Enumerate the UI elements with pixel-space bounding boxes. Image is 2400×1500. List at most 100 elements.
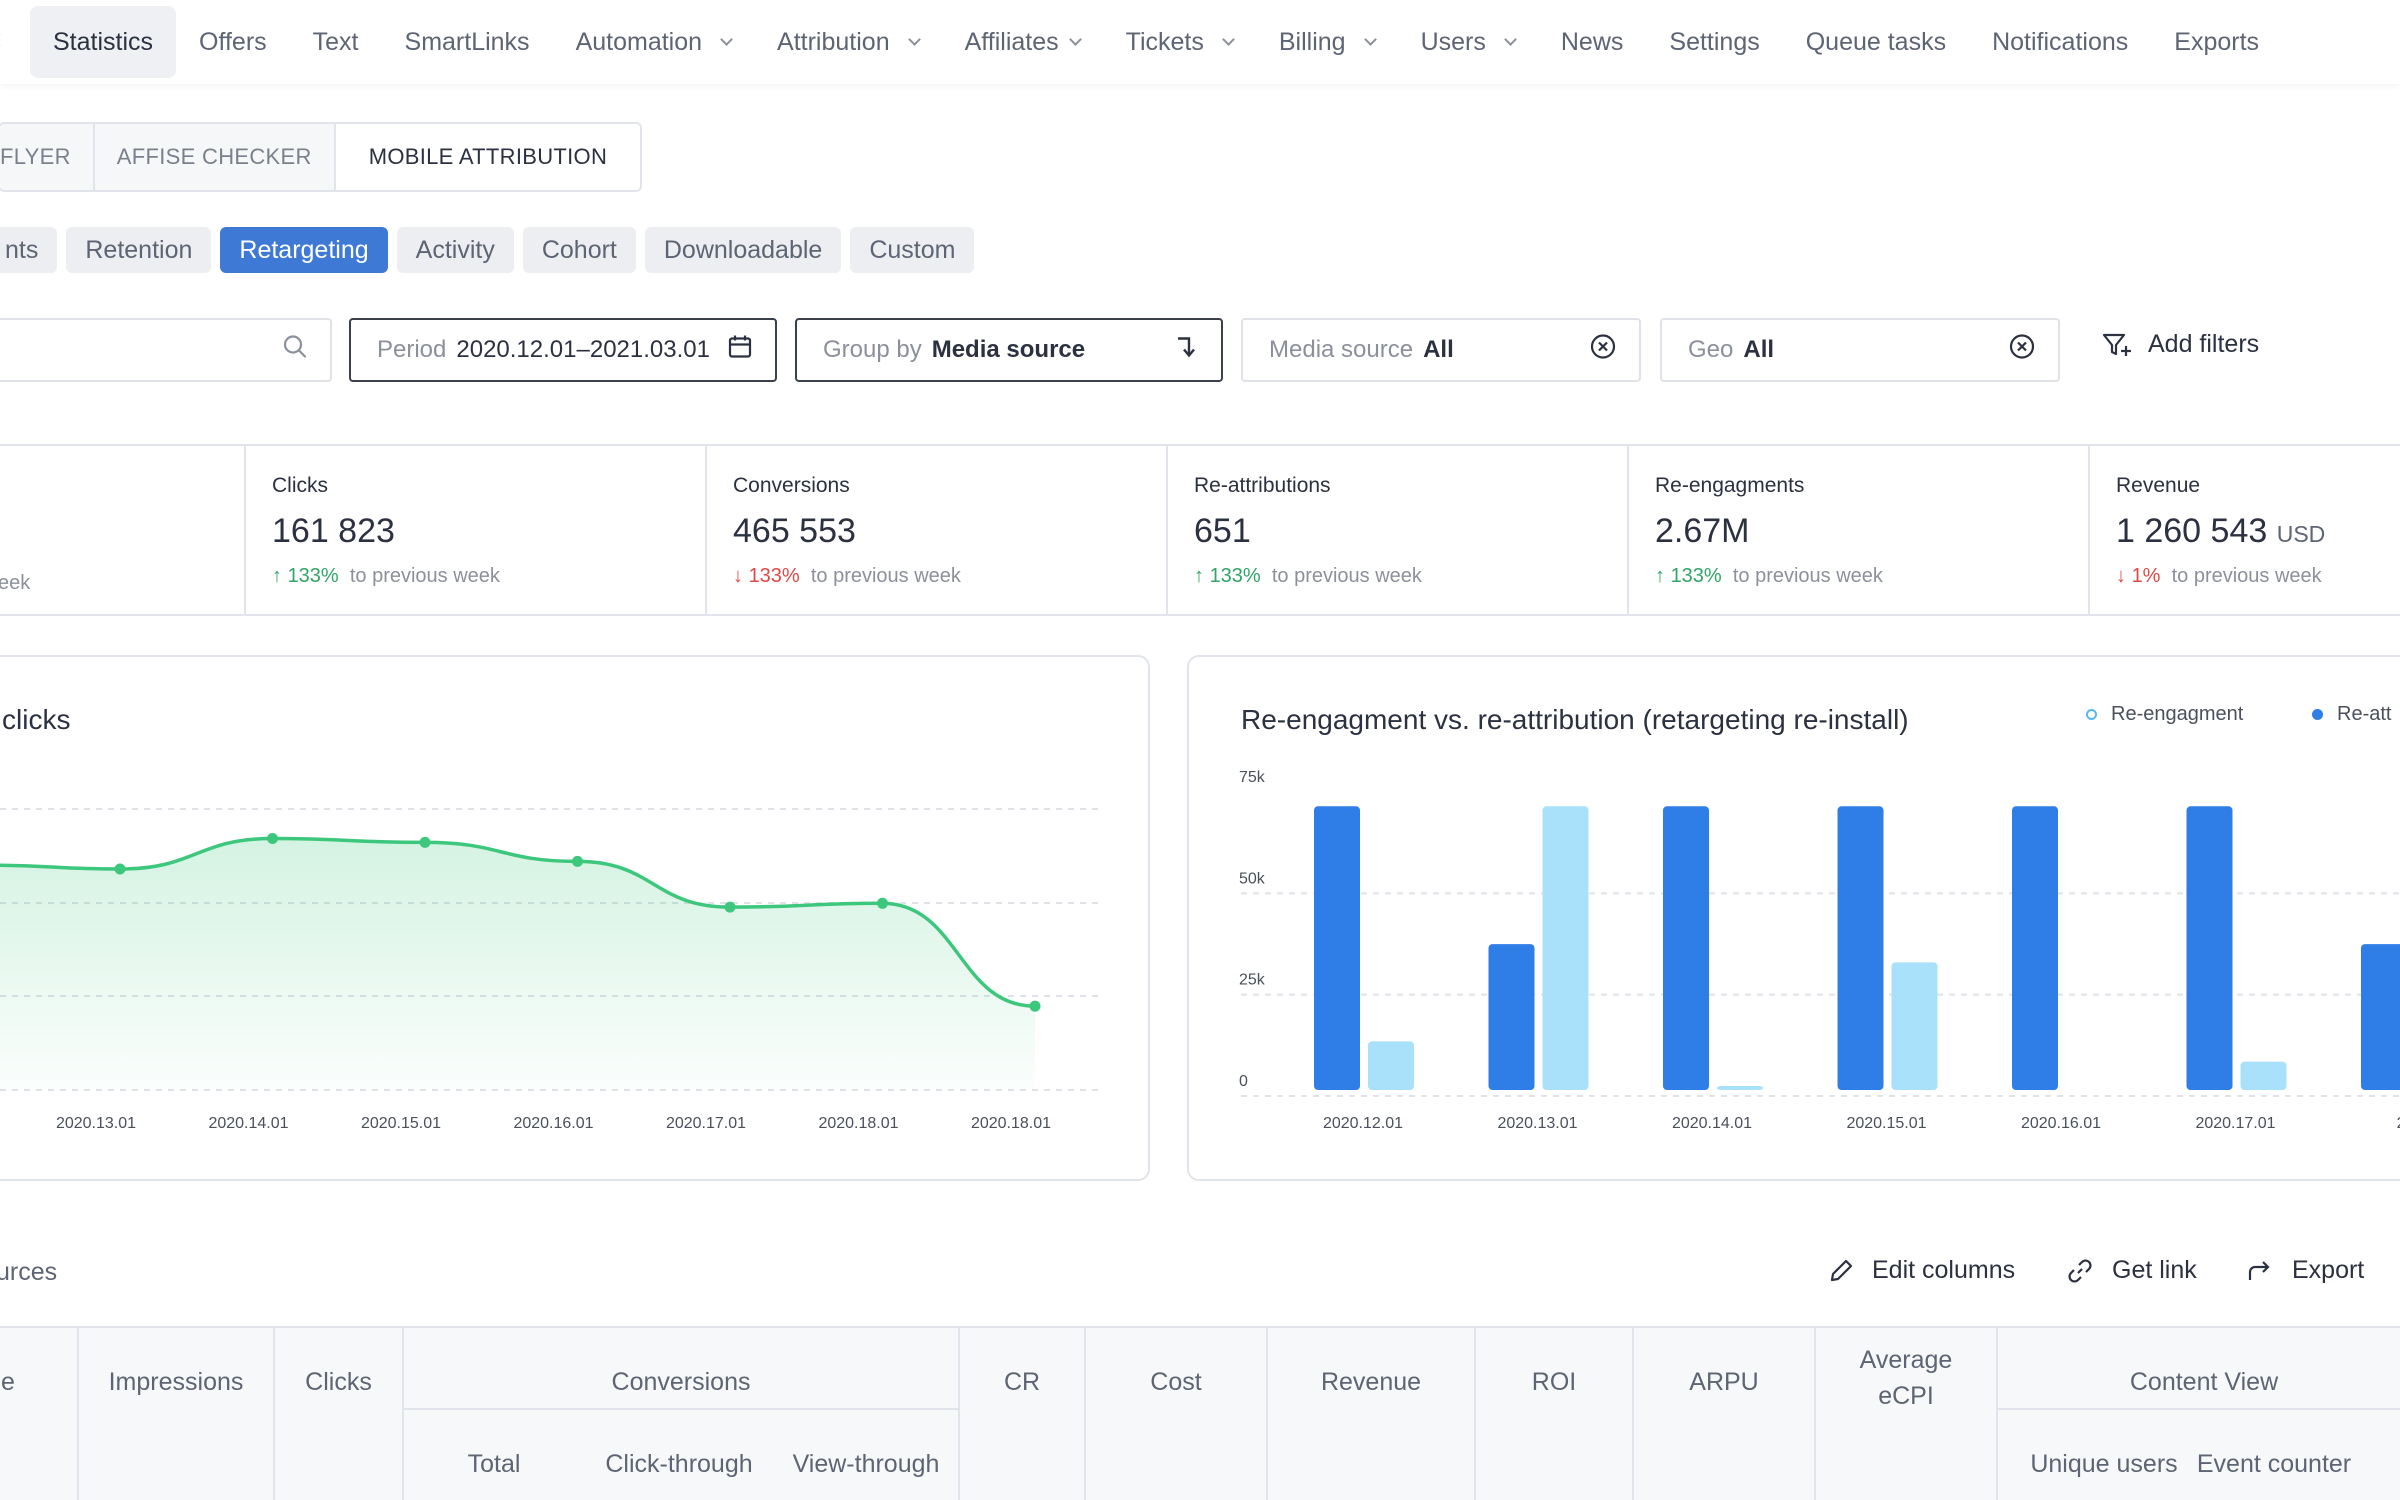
nav-item-smartlinks[interactable]: SmartLinks bbox=[404, 27, 530, 56]
arrow-up-icon: ↑ bbox=[272, 565, 282, 587]
bar-reengagment[interactable] bbox=[1488, 944, 1535, 1090]
column-header-view-through[interactable]: View-through bbox=[792, 1450, 940, 1478]
nav-item-exports[interactable]: Exports bbox=[2174, 27, 2260, 56]
bar-reengagment[interactable] bbox=[2186, 806, 2233, 1090]
calendar-icon bbox=[727, 334, 753, 367]
column-divider bbox=[1632, 1328, 1634, 1500]
report-tab-retargeting[interactable]: Retargeting bbox=[220, 227, 388, 273]
report-tab-custom[interactable]: Custom bbox=[850, 227, 975, 273]
bar-reengagment[interactable] bbox=[2012, 806, 2058, 1090]
column-header-cost[interactable]: Cost bbox=[1150, 1368, 1202, 1396]
nav-item-billing[interactable]: Billing bbox=[1256, 6, 1398, 78]
chevron-left-icon[interactable] bbox=[0, 32, 7, 48]
column-header-revenue[interactable]: Revenue bbox=[1320, 1368, 1422, 1396]
data-point[interactable] bbox=[572, 855, 583, 867]
bar-reengagment[interactable] bbox=[2361, 944, 2400, 1090]
bar-reattribution[interactable] bbox=[1368, 1041, 1414, 1090]
media-source-filter[interactable]: Media source All bbox=[1241, 318, 1641, 382]
group-by-select[interactable]: Group by Media source bbox=[795, 318, 1223, 382]
bar-reengagment[interactable] bbox=[1314, 806, 1360, 1090]
column-header-event-counter[interactable]: Event counter bbox=[2196, 1450, 2352, 1478]
section-title: urces bbox=[0, 1258, 58, 1286]
column-header-clicks[interactable]: Clicks bbox=[305, 1368, 372, 1396]
arrow-up-icon: ↑ bbox=[1194, 565, 1204, 587]
search-icon bbox=[282, 334, 308, 367]
column-header-cr[interactable]: CR bbox=[1003, 1368, 1041, 1396]
nav-item-attribution[interactable]: Attribution bbox=[754, 6, 942, 78]
top-navigation: Statistics Offers Text SmartLinks Automa… bbox=[0, 0, 2400, 84]
bar-reengagment[interactable] bbox=[1837, 806, 1884, 1090]
nav-item-users[interactable]: Users bbox=[1398, 6, 1538, 78]
nav-item-automation[interactable]: Automation bbox=[553, 6, 754, 78]
nav-item-news[interactable]: News bbox=[1560, 27, 1624, 56]
data-point[interactable] bbox=[1029, 1000, 1041, 1012]
report-tab-cohort[interactable]: Cohort bbox=[522, 227, 636, 273]
column-header-conversions[interactable]: Conversions bbox=[611, 1368, 751, 1396]
column-header-name[interactable]: e bbox=[1, 1368, 15, 1396]
nav-item-text[interactable]: Text bbox=[312, 27, 359, 56]
geo-filter[interactable]: Geo All bbox=[1660, 318, 2060, 382]
source-tab-mobile-attribution[interactable]: MOBILE ATTRIBUTION bbox=[335, 124, 641, 190]
x-tick-label: 2020.15.01 bbox=[1846, 1115, 1926, 1132]
x-tick-label: 2020.18.01 bbox=[818, 1115, 898, 1132]
column-divider bbox=[77, 1328, 79, 1500]
nav-item-tickets[interactable]: Tickets bbox=[1103, 6, 1256, 78]
bar-reattribution[interactable] bbox=[1717, 1085, 1763, 1090]
column-header-click-through[interactable]: Click-through bbox=[605, 1450, 753, 1478]
column-header-average-ecpi[interactable]: Average eCPI bbox=[1859, 1346, 1953, 1410]
column-header-roi[interactable]: ROI bbox=[1531, 1368, 1577, 1396]
retargeting-bar-chart-card: Re-engagment vs. re-attribution (retarge… bbox=[1187, 655, 2400, 1181]
export-button[interactable]: Export bbox=[2246, 1256, 2364, 1285]
nav-item-offers[interactable]: Offers bbox=[199, 27, 267, 56]
nav-item-settings[interactable]: Settings bbox=[1669, 27, 1760, 56]
column-header-content-view[interactable]: Content View bbox=[2129, 1368, 2279, 1396]
nav-item-affiliates[interactable]: Affiliates bbox=[942, 6, 1103, 78]
data-point[interactable] bbox=[114, 863, 126, 875]
link-icon bbox=[2068, 1258, 2092, 1283]
nav-item-queue-tasks[interactable]: Queue tasks bbox=[1805, 27, 1947, 56]
add-filters-button[interactable]: Add filters bbox=[2102, 330, 2259, 359]
kpi-reattributions: Re-attributions 651 ↑ 133% to previous w… bbox=[1166, 446, 1627, 614]
kpi-reengagements: Re-engagments 2.67M ↑ 133% to previous w… bbox=[1627, 446, 2088, 614]
search-input[interactable] bbox=[0, 318, 332, 382]
report-tab-retention[interactable]: Retention bbox=[66, 227, 212, 273]
data-point[interactable] bbox=[877, 897, 888, 909]
column-header-unique-users[interactable]: Unique users bbox=[2030, 1450, 2178, 1478]
nav-item-statistics[interactable]: Statistics bbox=[30, 6, 177, 78]
share-arrow-icon bbox=[2248, 1260, 2270, 1280]
source-tab-affise-checker[interactable]: AFFISE CHECKER bbox=[94, 124, 336, 190]
column-header-impressions[interactable]: Impressions bbox=[108, 1368, 244, 1396]
arrow-down-icon: ↓ bbox=[2116, 565, 2126, 587]
x-tick-label: 2020.16.01 bbox=[2021, 1115, 2101, 1132]
column-header-arpu[interactable]: ARPU bbox=[1689, 1368, 1759, 1396]
pencil-icon bbox=[1830, 1259, 1853, 1281]
kpi-strip: eek Clicks 161 823 ↑ 133% to previous we… bbox=[0, 444, 2400, 616]
retargeting-bar-chart: 75k 50k 25k 0 2020.12.01 2020.13.01 2020.14.01… bbox=[1239, 769, 2400, 1132]
get-link-button[interactable]: Get link bbox=[2066, 1256, 2197, 1285]
period-filter[interactable]: Period 2020.12.01–2021.03.01 bbox=[349, 318, 777, 382]
report-tab-partial[interactable]: nts bbox=[0, 227, 58, 273]
x-tick-label: 2020.17.01 bbox=[666, 1115, 746, 1132]
clear-icon[interactable] bbox=[2008, 333, 2036, 368]
clicks-line-chart: 2020.13.01 2020.14.01 2020.15.01 2020.16.01… bbox=[0, 808, 1100, 1132]
x-tick-label: 2020.18.01 bbox=[971, 1115, 1051, 1132]
clear-icon[interactable] bbox=[1589, 333, 1617, 368]
data-point[interactable] bbox=[724, 901, 736, 913]
data-point[interactable] bbox=[419, 836, 431, 848]
data-point[interactable] bbox=[267, 833, 278, 845]
bar-reattribution[interactable] bbox=[1542, 806, 1589, 1090]
bar-reattribution[interactable] bbox=[1891, 962, 1938, 1090]
report-tab-activity[interactable]: Activity bbox=[396, 227, 514, 273]
column-header-total[interactable]: Total bbox=[467, 1450, 521, 1478]
source-tab-flyer[interactable]: FLYER bbox=[0, 124, 95, 190]
report-tabs: nts Retention Retargeting Activity Cohor… bbox=[0, 227, 975, 273]
chevron-down-icon bbox=[1068, 32, 1082, 46]
bar-reattribution[interactable] bbox=[2240, 1061, 2287, 1090]
edit-columns-button[interactable]: Edit columns bbox=[1828, 1256, 2015, 1285]
bar-reengagment[interactable] bbox=[1663, 806, 1709, 1090]
report-tab-downloadable[interactable]: Downloadable bbox=[644, 227, 842, 273]
y-tick-label: 25k bbox=[1239, 972, 1266, 989]
kpi-revenue: Revenue 1 260 543 USD ↓ 1% to previous w… bbox=[2088, 446, 2400, 614]
x-tick-label: 2020.14.01 bbox=[208, 1115, 288, 1132]
nav-item-notifications[interactable]: Notifications bbox=[1992, 27, 2129, 56]
